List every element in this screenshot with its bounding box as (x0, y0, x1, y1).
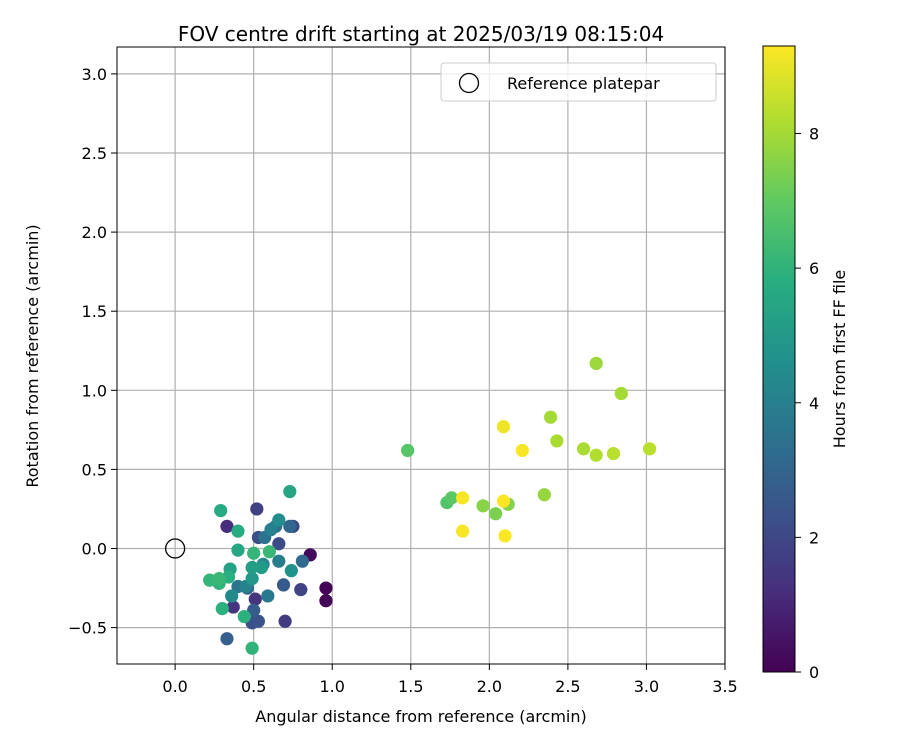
data-point (245, 560, 259, 575)
data-point (319, 594, 333, 608)
colorbar-tick-label: 6 (809, 259, 819, 278)
x-tick-label: 1.5 (398, 677, 423, 696)
grid-lines (117, 47, 726, 664)
data-point (278, 614, 292, 628)
data-point (550, 434, 564, 448)
data-point (220, 519, 234, 533)
data-point (261, 589, 275, 603)
data-point (577, 442, 591, 456)
data-point (262, 545, 276, 559)
y-axis-label: Rotation from reference (arcmin) (23, 224, 42, 487)
y-tick-label: 2.5 (82, 144, 107, 163)
data-point (248, 592, 262, 606)
data-points (203, 356, 657, 655)
data-point (283, 519, 297, 533)
data-point (589, 356, 603, 371)
data-point (498, 529, 512, 543)
data-point (456, 524, 470, 538)
x-axis-label: Angular distance from reference (arcmin) (255, 707, 586, 726)
data-point (272, 554, 286, 568)
y-tick-label: 0.5 (82, 460, 107, 479)
y-tick-label: 0.0 (82, 540, 107, 559)
y-tick-label: −0.5 (68, 619, 107, 638)
data-point (264, 522, 278, 537)
data-point (284, 564, 298, 578)
data-point (245, 571, 259, 586)
reference-marker-group (164, 538, 186, 559)
data-point (226, 600, 240, 614)
data-point (276, 578, 291, 592)
x-tick-label: 0.5 (241, 677, 266, 696)
data-point (220, 632, 234, 646)
legend: Reference platepar (440, 62, 717, 102)
data-point (614, 386, 628, 401)
colorbar-ticks: 0 2 4 6 8 (795, 125, 819, 682)
data-point (606, 446, 621, 461)
x-tick-label: 3.5 (712, 677, 737, 696)
x-axis-ticks: 0.0 0.5 1.0 1.5 2.0 2.5 3.0 3.5 (162, 664, 738, 696)
y-tick-label: 1.5 (82, 302, 107, 321)
data-point (250, 502, 264, 516)
x-tick-label: 2.0 (477, 677, 502, 696)
colorbar-tick-label: 4 (809, 394, 819, 413)
data-point (496, 494, 511, 508)
legend-reference-marker (458, 72, 480, 94)
data-point (247, 546, 261, 560)
data-point (272, 537, 286, 551)
data-point (515, 443, 529, 458)
legend-entry-reference: Reference platepar (507, 74, 660, 93)
data-point (231, 543, 245, 557)
data-point (489, 507, 503, 521)
data-point (231, 524, 245, 538)
y-tick-label: 1.0 (82, 381, 107, 400)
colorbar-tick-label: 8 (809, 125, 819, 144)
data-point (589, 448, 603, 462)
plot-frame (116, 46, 726, 665)
colorbar-tick-label: 0 (809, 663, 819, 682)
data-point (283, 484, 297, 499)
x-tick-label: 0.0 (162, 677, 187, 696)
y-axis-ticks: −0.5 0.0 0.5 1.0 1.5 2.0 2.5 3.0 (68, 65, 117, 638)
colorbar-label: Hours from first FF file (830, 270, 849, 449)
reference-platepar-marker (164, 538, 186, 559)
data-point (272, 513, 286, 527)
data-point (295, 554, 309, 568)
data-point (401, 443, 415, 458)
data-point (237, 609, 251, 624)
data-point (245, 641, 259, 655)
colorbar-gradient (762, 45, 796, 673)
data-point (212, 571, 226, 586)
x-tick-label: 3.0 (634, 677, 659, 696)
data-point (247, 603, 261, 617)
data-point (225, 589, 239, 603)
y-tick-label: 2.0 (82, 223, 107, 242)
data-point (214, 503, 228, 518)
data-point (319, 581, 333, 595)
colorbar-tick-label: 2 (809, 528, 819, 547)
data-point (445, 491, 459, 505)
data-point (544, 410, 558, 424)
data-point (537, 488, 551, 502)
colorbar: 0 2 4 6 8 Hours from first FF file (762, 45, 849, 682)
x-tick-label: 1.0 (320, 677, 345, 696)
data-point (254, 560, 269, 575)
data-point (496, 420, 511, 434)
legend-box (440, 62, 717, 102)
data-point (456, 491, 470, 505)
data-point (251, 614, 265, 628)
data-point (215, 602, 229, 616)
chart-title: FOV centre drift starting at 2025/03/19 … (178, 22, 664, 46)
data-point (642, 442, 657, 456)
x-tick-label: 2.5 (555, 677, 580, 696)
y-tick-label: 3.0 (82, 65, 107, 84)
data-point (294, 583, 308, 597)
data-point (476, 499, 490, 513)
